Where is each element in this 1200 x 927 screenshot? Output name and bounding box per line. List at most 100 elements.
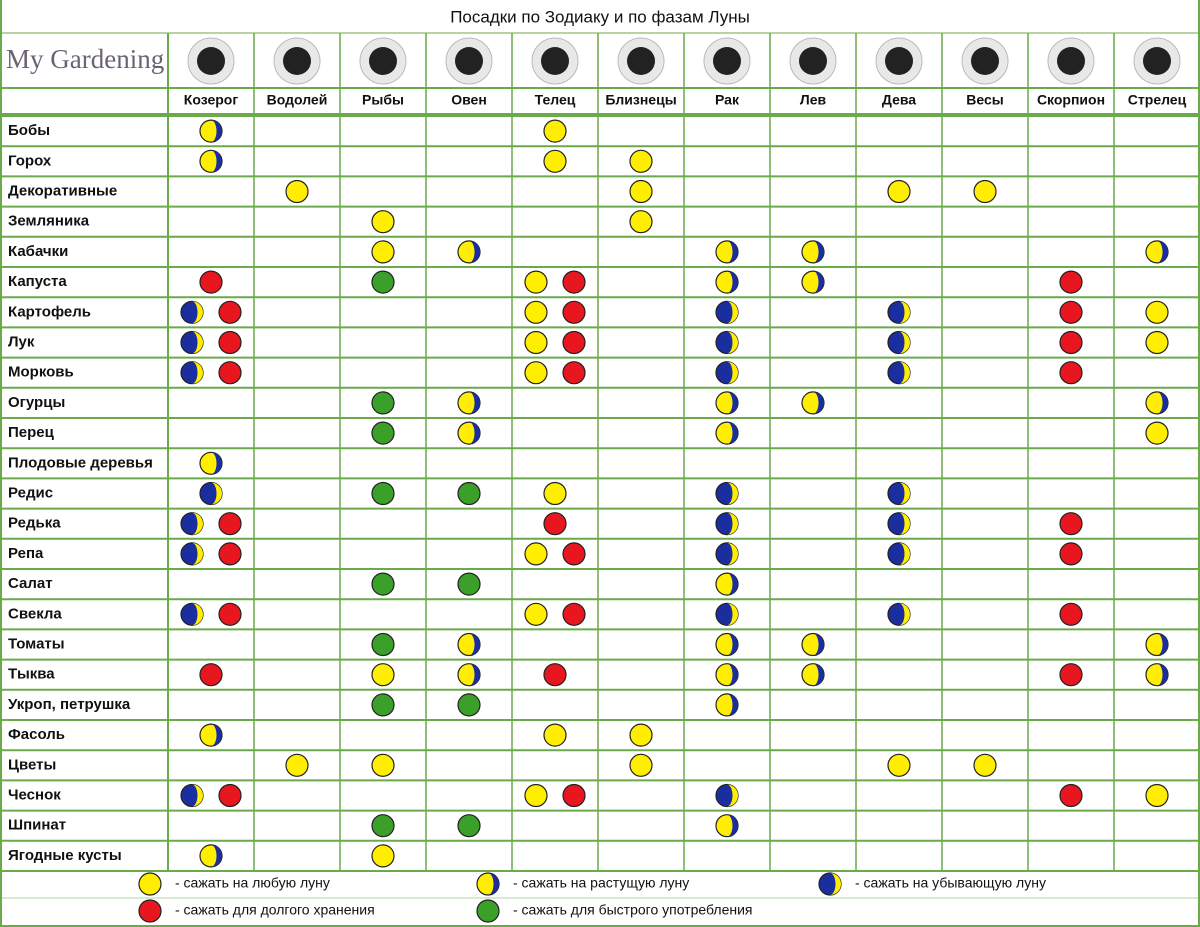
moon-symbol xyxy=(476,899,500,923)
moon-crescent xyxy=(727,663,738,686)
moon-crescent xyxy=(727,603,738,626)
moon-crescent xyxy=(899,361,910,384)
zodiac-icon-inner xyxy=(627,47,655,75)
zodiac-icon-inner xyxy=(1057,47,1085,75)
row-label: Укроп, петрушка xyxy=(8,696,131,713)
moon-crescent xyxy=(813,240,825,263)
zodiac-icon-inner xyxy=(971,47,999,75)
row-label: Перец xyxy=(8,424,55,441)
column-header: Дева xyxy=(882,92,916,108)
moon-crescent xyxy=(469,633,480,656)
row-label: Свекла xyxy=(8,605,62,622)
legend-label: - сажать для долгого хранения xyxy=(175,902,375,918)
moon-crescent xyxy=(727,573,738,596)
row-label: Томаты xyxy=(8,635,65,652)
moon-crescent xyxy=(211,724,222,747)
moon-symbol xyxy=(371,663,395,687)
moon-crescent xyxy=(727,361,738,384)
moon-symbol xyxy=(562,542,586,566)
column-header: Водолей xyxy=(267,92,328,108)
moon-symbol xyxy=(371,391,395,415)
row-label: Картофель xyxy=(8,303,91,320)
moon-symbol xyxy=(457,814,481,838)
moon-symbol xyxy=(524,783,548,808)
row-label: Чеснок xyxy=(8,786,61,803)
moon-symbol xyxy=(199,270,223,294)
moon-symbol xyxy=(973,753,997,777)
moon-symbol xyxy=(371,844,395,868)
moon-crescent xyxy=(813,633,825,656)
moon-crescent xyxy=(727,633,738,656)
column-header: Близнецы xyxy=(605,92,676,108)
moon-symbol xyxy=(1059,512,1083,536)
moon-symbol xyxy=(562,361,586,385)
moon-symbol xyxy=(218,330,242,355)
moon-crescent xyxy=(727,422,738,445)
moon-crescent xyxy=(813,663,825,686)
moon-crescent xyxy=(899,542,910,565)
moon-symbol xyxy=(887,179,911,204)
moon-symbol xyxy=(457,572,481,596)
moon-symbol xyxy=(371,693,395,717)
moon-crescent xyxy=(899,331,910,354)
moon-crescent xyxy=(727,814,738,837)
row-label: Земляника xyxy=(8,213,90,230)
moon-crescent xyxy=(899,512,910,535)
zodiac-icon-inner xyxy=(197,47,225,75)
moon-crescent xyxy=(211,452,222,475)
row-label: Капуста xyxy=(8,273,67,290)
moon-symbol xyxy=(543,149,567,173)
column-header: Рыбы xyxy=(362,92,404,108)
row-label: Горох xyxy=(8,152,52,169)
legend-label: - сажать на убывающую луну xyxy=(855,875,1046,891)
moon-symbol xyxy=(371,632,395,657)
moon-crescent xyxy=(192,301,203,324)
moon-symbol xyxy=(524,300,548,324)
row-label: Редис xyxy=(8,484,53,501)
moon-symbol xyxy=(524,542,548,566)
moon-symbol xyxy=(457,481,481,506)
moon-crescent xyxy=(899,482,910,505)
column-header: Телец xyxy=(535,92,576,108)
column-header: Стрелец xyxy=(1128,92,1187,108)
moon-symbol xyxy=(629,210,653,234)
moon-symbol xyxy=(562,300,586,324)
moon-symbol xyxy=(562,602,586,626)
moon-crescent xyxy=(1157,240,1168,263)
moon-symbol xyxy=(218,300,242,324)
moon-symbol xyxy=(1145,421,1169,445)
moon-crescent xyxy=(211,482,222,505)
moon-crescent xyxy=(469,240,480,263)
moon-crescent xyxy=(727,693,738,716)
column-header: Рак xyxy=(715,92,740,108)
moon-crescent xyxy=(469,391,480,414)
moon-symbol xyxy=(887,753,911,777)
moon-symbol xyxy=(524,330,548,355)
legend-label: - сажать на растущую луну xyxy=(513,875,689,891)
row-label: Декоративные xyxy=(8,182,117,199)
moon-crescent xyxy=(192,603,203,626)
row-label: Шпинат xyxy=(8,817,66,834)
moon-symbol xyxy=(629,179,653,204)
zodiac-icon-inner xyxy=(283,47,311,75)
moon-symbol xyxy=(1059,270,1083,294)
moon-symbol xyxy=(199,663,223,687)
moon-crescent xyxy=(727,512,738,535)
moon-symbol xyxy=(285,179,309,204)
moon-symbol xyxy=(629,723,653,747)
zodiac-icon-inner xyxy=(885,47,913,75)
moon-symbol xyxy=(371,240,395,264)
moon-symbol xyxy=(218,512,242,536)
column-header: Весы xyxy=(966,92,1003,108)
moon-crescent xyxy=(727,542,738,565)
column-header: Лев xyxy=(800,92,827,108)
moon-symbol xyxy=(285,753,309,777)
moon-symbol xyxy=(138,899,162,923)
moon-symbol xyxy=(524,270,548,294)
row-label: Салат xyxy=(8,575,53,592)
moon-crescent xyxy=(727,240,738,263)
moon-symbol xyxy=(562,783,586,808)
moon-symbol xyxy=(1059,602,1083,626)
moon-crescent xyxy=(830,873,841,895)
